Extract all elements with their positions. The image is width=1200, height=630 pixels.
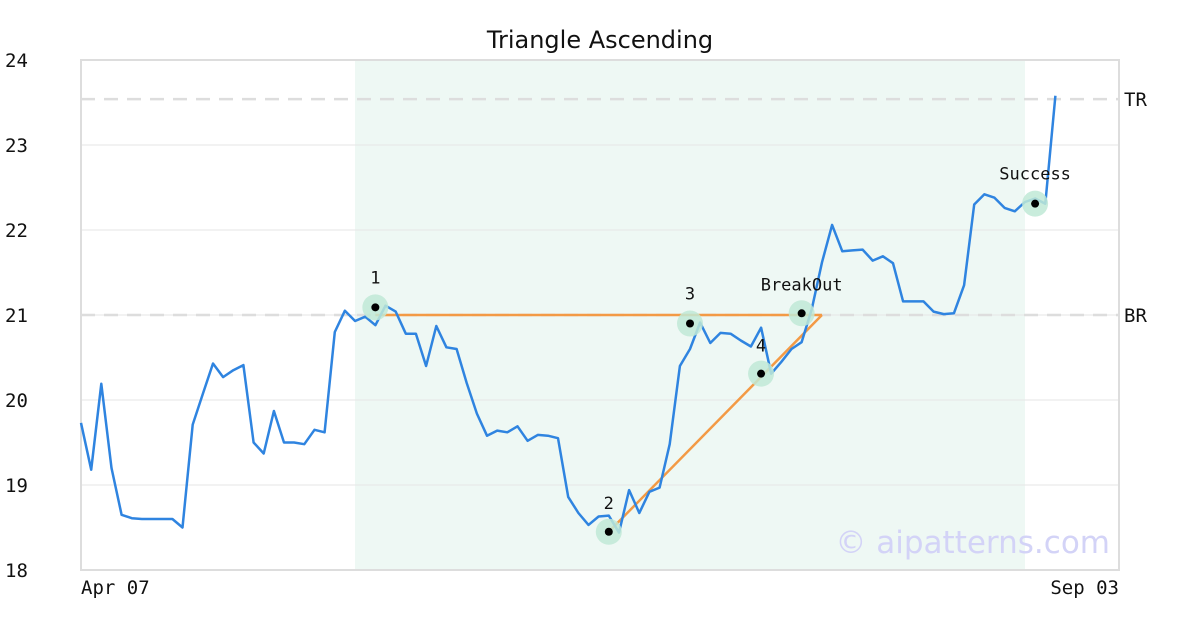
- price-series-line: [79, 95, 1057, 534]
- point-marker-success: [1031, 199, 1040, 208]
- point-marker-2: [604, 527, 613, 536]
- y-tick-label: 19: [5, 475, 28, 497]
- y-tick-label: 23: [5, 135, 28, 157]
- point-label-success: Success: [999, 165, 1071, 185]
- x-tick-label: Sep 03: [1050, 577, 1119, 599]
- point-label-breakout: BreakOut: [761, 275, 843, 295]
- point-marker-3: [686, 319, 694, 328]
- point-label-2: 2: [604, 494, 614, 514]
- point-label-3: 3: [685, 285, 695, 305]
- point-label-1: 1: [370, 268, 380, 288]
- level-label-tr: TR: [1124, 89, 1147, 111]
- y-tick-label: 18: [5, 560, 28, 582]
- watermark: © aipatterns.com: [835, 525, 1110, 561]
- chart-title: Triangle Ascending: [486, 26, 713, 54]
- point-marker-breakout: [797, 309, 806, 318]
- y-tick-label: 21: [5, 305, 28, 327]
- y-tick-label: 22: [5, 220, 28, 242]
- level-label-br: BR: [1124, 305, 1147, 327]
- y-tick-label: 20: [5, 390, 28, 412]
- point-marker-4: [757, 369, 766, 378]
- y-tick-label: 24: [5, 50, 28, 72]
- x-tick-label: Apr 07: [81, 577, 150, 599]
- trendline-2: [607, 314, 823, 533]
- point-label-4: 4: [756, 337, 766, 357]
- point-marker-1: [371, 303, 380, 312]
